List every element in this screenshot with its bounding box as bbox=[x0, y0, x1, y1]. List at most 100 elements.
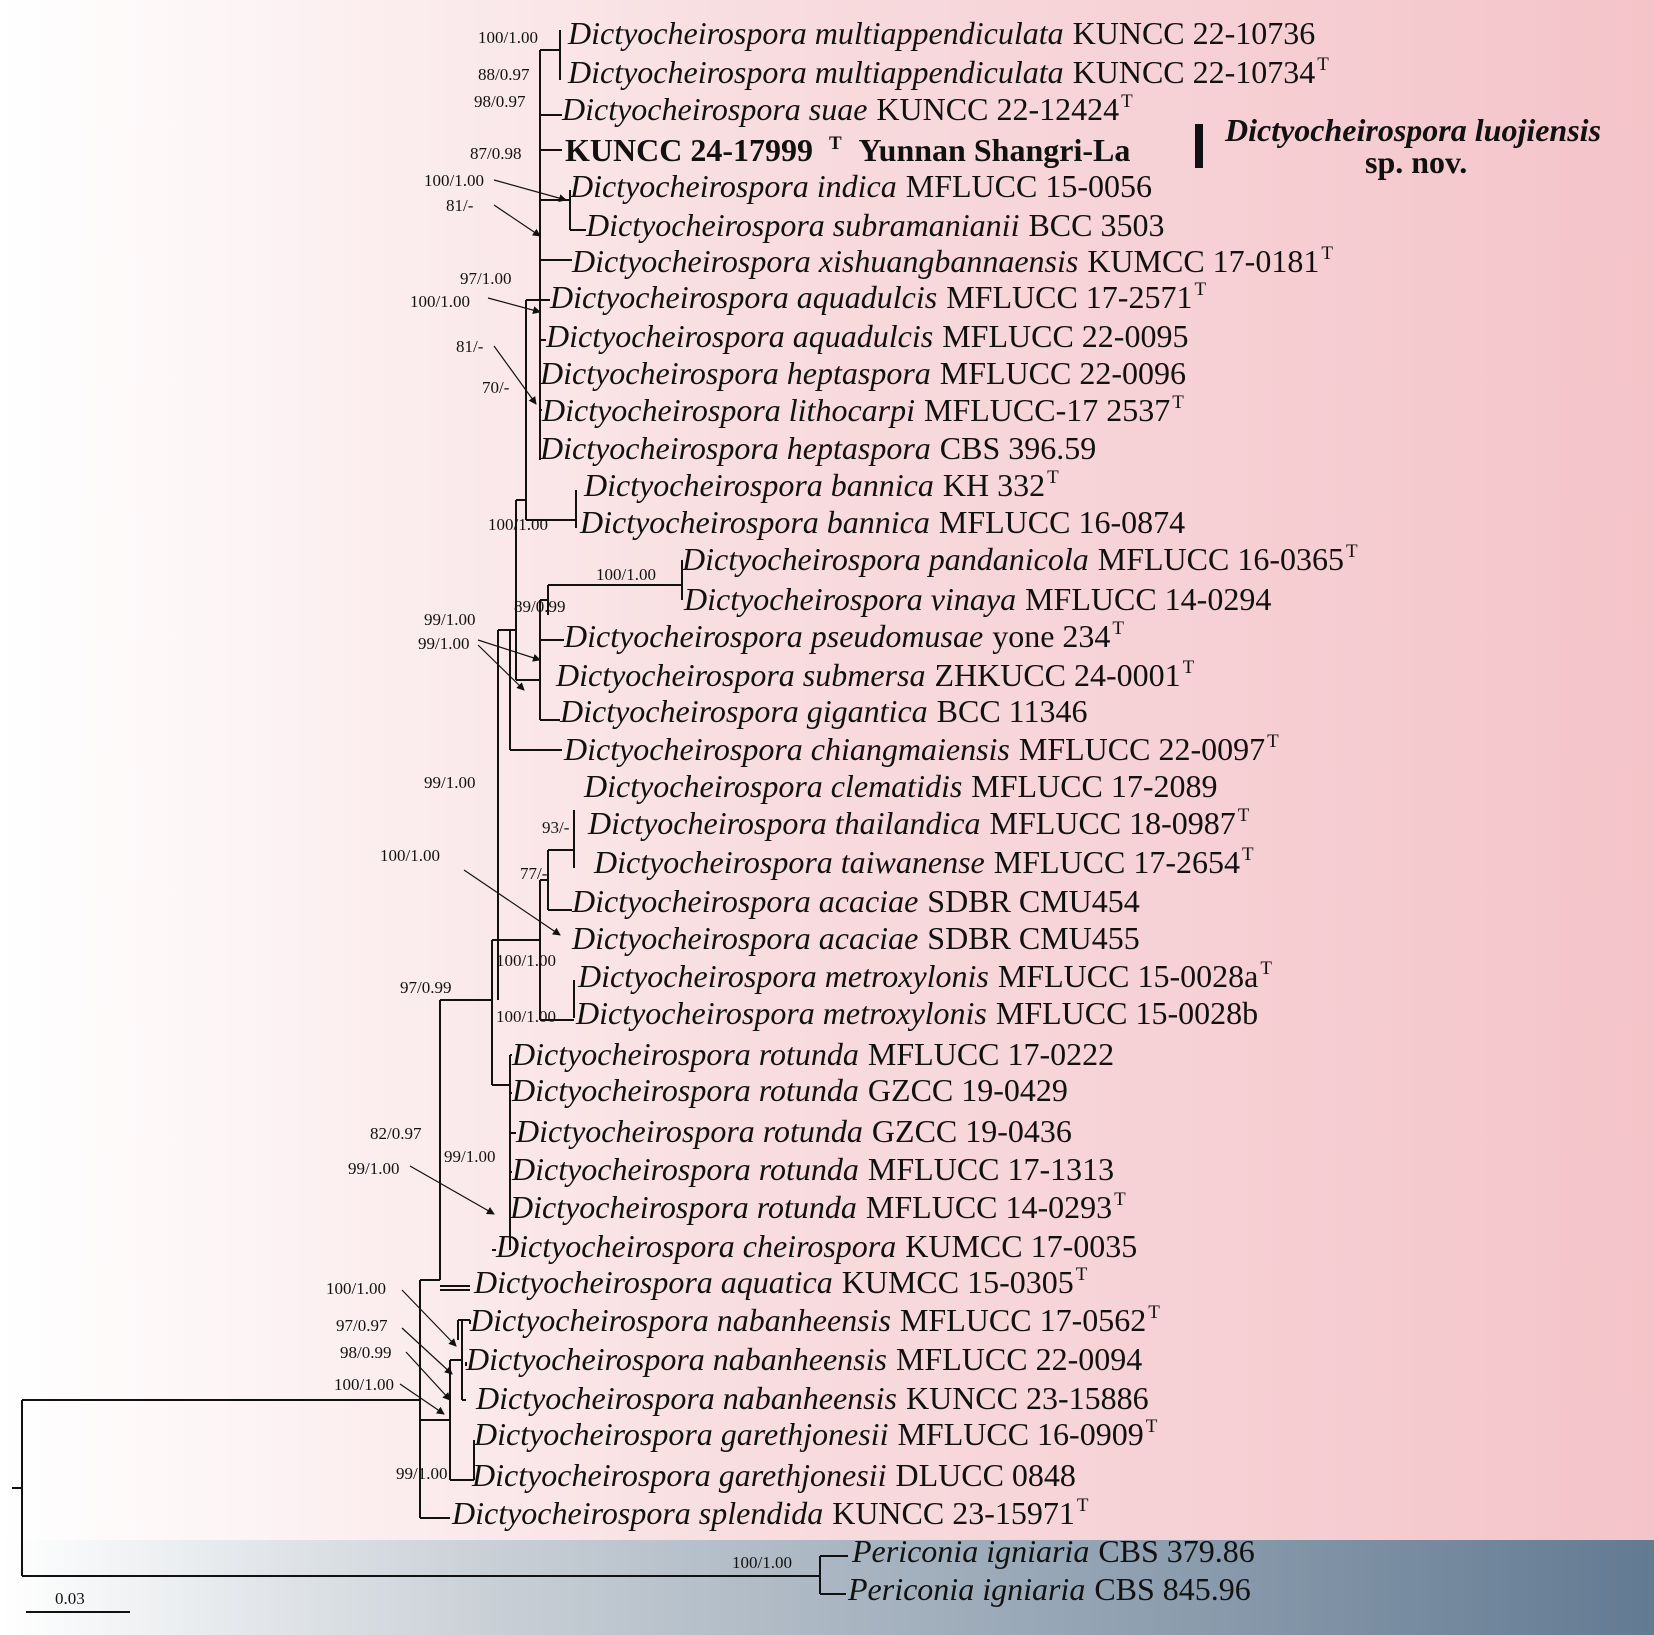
taxon-strain: CBS 845.96 bbox=[1094, 1571, 1250, 1607]
taxon-strain: MFLUCC 16-0365 bbox=[1098, 541, 1344, 577]
taxon-label: Dictyocheirospora thailandica MFLUCC 18-0… bbox=[587, 805, 1250, 841]
taxon-label: Dictyocheirospora lithocarpi MFLUCC-17 25… bbox=[541, 392, 1184, 428]
taxon-strain: SDBR CMU454 bbox=[927, 883, 1140, 919]
support-value: 100/1.00 bbox=[410, 292, 470, 311]
novel-strain-type-mark: T bbox=[829, 133, 842, 154]
taxon-label: Dictyocheirospora aquadulcis MFLUCC 22-00… bbox=[545, 318, 1188, 354]
support-pointer bbox=[409, 1165, 495, 1215]
taxon-strain: KUNCC 23-15886 bbox=[906, 1380, 1149, 1416]
taxon-species: Dictyocheirospora metroxylonis bbox=[577, 958, 989, 994]
type-strain-mark: T bbox=[1148, 1302, 1160, 1323]
taxon-species: Dictyocheirospora rotunda bbox=[511, 1151, 859, 1187]
taxon-species: Dictyocheirospora acaciae bbox=[571, 883, 918, 919]
taxon-strain: KUMCC 15-0305 bbox=[842, 1264, 1074, 1300]
taxon-species: Dictyocheirospora pseudomusae bbox=[563, 618, 983, 654]
taxon-labels: Dictyocheirospora multiappendiculata KUNC… bbox=[451, 15, 1358, 1607]
taxon-label: Dictyocheirospora rotunda GZCC 19-0429 bbox=[511, 1072, 1068, 1108]
taxon-label: Dictyocheirospora heptaspora MFLUCC 22-00… bbox=[539, 355, 1186, 391]
taxon-species: Dictyocheirospora heptaspora bbox=[539, 355, 931, 391]
novel-strain-code: KUNCC 24-17999 bbox=[565, 132, 813, 168]
taxon-species: Dictyocheirospora splendida bbox=[451, 1495, 823, 1531]
taxon-label: Dictyocheirospora rotunda MFLUCC 14-0293 T bbox=[509, 1189, 1126, 1225]
support-value: 97/1.00 bbox=[460, 269, 511, 288]
taxon-label: Dictyocheirospora nabanheensis MFLUCC 22-… bbox=[465, 1341, 1142, 1377]
taxon-species: Dictyocheirospora suae bbox=[561, 91, 867, 127]
support-value: 81/- bbox=[456, 337, 484, 356]
taxon-label: Dictyocheirospora bannica MFLUCC 16-0874 bbox=[579, 504, 1185, 540]
support-value: 97/0.99 bbox=[400, 978, 451, 997]
taxon-label: Dictyocheirospora indica MFLUCC 15-0056 bbox=[569, 168, 1152, 204]
taxon-species: Dictyocheirospora bannica bbox=[583, 467, 934, 503]
taxon-species: Dictyocheirospora gigantica bbox=[559, 693, 928, 729]
support-value: 87/0.98 bbox=[470, 144, 521, 163]
support-pointers bbox=[399, 179, 567, 1415]
support-pointer bbox=[477, 644, 525, 691]
support-value: 100/1.00 bbox=[326, 1279, 386, 1298]
support-value: 100/1.00 bbox=[496, 1007, 556, 1026]
taxon-label: Dictyocheirospora chiangmaiensis MFLUCC 2… bbox=[563, 731, 1279, 767]
support-values: 100/1.00 88/0.97 98/0.97 87/0.98 100/1.00 81/… bbox=[326, 28, 792, 1572]
scale-bar-label: 0.03 bbox=[55, 1589, 85, 1608]
support-value: 99/1.00 bbox=[444, 1147, 495, 1166]
type-strain-mark: T bbox=[1172, 392, 1184, 413]
taxon-label: Dictyocheirospora nabanheensis MFLUCC 17-… bbox=[469, 1302, 1160, 1338]
taxon-strain: MFLUCC 16-0874 bbox=[939, 504, 1185, 540]
taxon-species: Dictyocheirospora rotunda bbox=[509, 1189, 857, 1225]
novel-clade-bar bbox=[1195, 124, 1203, 168]
taxon-species: Dictyocheirospora cheirospora bbox=[495, 1228, 896, 1264]
taxon-species: Dictyocheirospora subramanianii bbox=[585, 207, 1019, 243]
taxon-label: Dictyocheirospora bannica KH 332 T bbox=[583, 467, 1059, 503]
taxon-label: Periconia igniaria CBS 379.86 bbox=[851, 1533, 1255, 1569]
support-value: 100/1.00 bbox=[596, 565, 656, 584]
taxon-label: Dictyocheirospora submersa ZHKUCC 24-0001… bbox=[555, 657, 1195, 693]
taxon-strain: MFLUCC 22-0097 bbox=[1019, 731, 1265, 767]
outgroup-background bbox=[0, 1540, 1654, 1635]
taxon-species: Dictyocheirospora vinaya bbox=[683, 581, 1016, 617]
taxon-species: Dictyocheirospora heptaspora bbox=[539, 430, 931, 466]
taxon-species: Dictyocheirospora multiappendiculata bbox=[567, 54, 1064, 90]
taxon-strain: MFLUCC 17-1313 bbox=[868, 1151, 1114, 1187]
taxon-species: Dictyocheirospora lithocarpi bbox=[541, 392, 915, 428]
taxon-label: Dictyocheirospora heptaspora CBS 396.59 bbox=[539, 430, 1096, 466]
taxon-strain: MFLUCC 17-0222 bbox=[868, 1036, 1114, 1072]
taxon-strain: DLUCC 0848 bbox=[895, 1457, 1075, 1493]
taxon-strain: MFLUCC 15-0028b bbox=[996, 995, 1258, 1031]
taxon-label: Dictyocheirospora suae KUNCC 22-12424 T bbox=[561, 91, 1133, 127]
taxon-label: Periconia igniaria CBS 845.96 bbox=[847, 1571, 1251, 1607]
novel-species-status: sp. nov. bbox=[1365, 144, 1467, 180]
support-value: 70/- bbox=[482, 378, 510, 397]
taxon-species: Dictyocheirospora rotunda bbox=[515, 1113, 863, 1149]
taxon-strain: MFLUCC 15-0028a bbox=[998, 958, 1258, 994]
type-strain-mark: T bbox=[1321, 243, 1333, 264]
support-value: 98/0.97 bbox=[474, 92, 526, 111]
taxon-label: Dictyocheirospora subramanianii BCC 3503 bbox=[585, 207, 1164, 243]
type-strain-mark: T bbox=[1183, 657, 1195, 678]
support-value: 99/1.00 bbox=[418, 634, 469, 653]
support-value: 100/1.00 bbox=[732, 1553, 792, 1572]
support-pointer bbox=[401, 1327, 453, 1375]
taxon-species: Dictyocheirospora garethjonesii bbox=[473, 1416, 888, 1452]
taxon-strain: MFLUCC 17-2654 bbox=[994, 844, 1240, 880]
taxon-species: Dictyocheirospora metroxylonis bbox=[575, 995, 987, 1031]
taxon-species: Dictyocheirospora garethjonesii bbox=[471, 1457, 886, 1493]
taxon-strain: KUNCC 23-15971 bbox=[832, 1495, 1075, 1531]
taxon-label: Dictyocheirospora garethjonesii DLUCC 084… bbox=[471, 1457, 1076, 1493]
taxon-strain: ZHKUCC 24-0001 bbox=[934, 657, 1180, 693]
support-pointer bbox=[493, 204, 541, 237]
taxon-strain: KUNCC 22-10736 bbox=[1073, 15, 1316, 51]
taxon-strain: KUNCC 22-12424 bbox=[876, 91, 1119, 127]
support-value: 100/1.00 bbox=[424, 171, 484, 190]
taxon-strain: CBS 396.59 bbox=[940, 430, 1096, 466]
support-value: 100/1.00 bbox=[488, 515, 548, 534]
type-strain-mark: T bbox=[1077, 1495, 1089, 1516]
taxon-label: Dictyocheirospora acaciae SDBR CMU454 bbox=[571, 883, 1140, 919]
taxon-strain: MFLUCC 18-0987 bbox=[990, 805, 1236, 841]
taxon-species: Dictyocheirospora nabanheensis bbox=[465, 1341, 887, 1377]
support-pointer bbox=[493, 345, 537, 405]
support-value: 88/0.97 bbox=[478, 65, 530, 84]
type-strain-mark: T bbox=[1047, 467, 1059, 488]
taxon-label: Dictyocheirospora vinaya MFLUCC 14-0294 bbox=[683, 581, 1271, 617]
taxon-strain: MFLUCC 17-2571 bbox=[946, 279, 1192, 315]
taxon-label: Dictyocheirospora multiappendiculata KUNC… bbox=[567, 54, 1329, 90]
